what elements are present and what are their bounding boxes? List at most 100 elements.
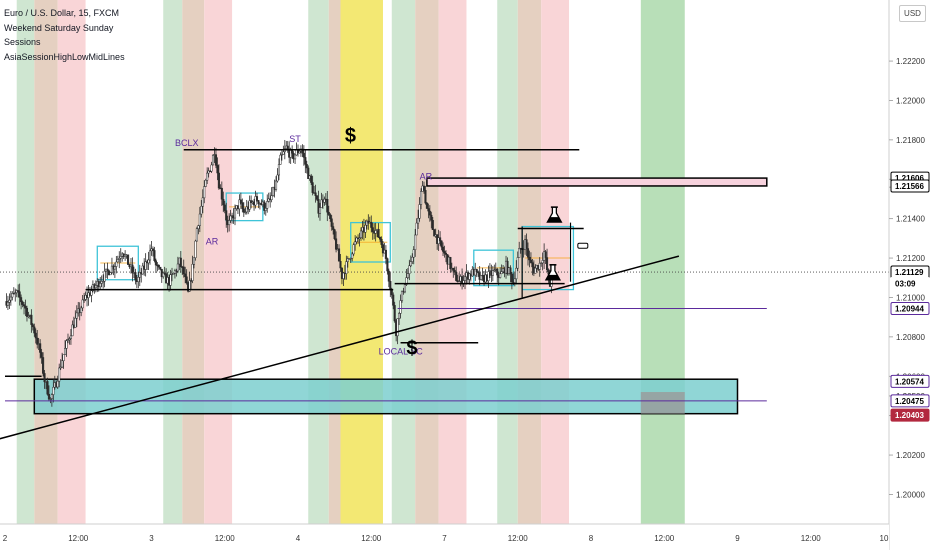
time-axis-label: 12:00 bbox=[215, 534, 236, 543]
candle-body bbox=[229, 215, 232, 221]
candle-body bbox=[74, 318, 77, 328]
candle-body bbox=[103, 270, 106, 282]
candle-body bbox=[509, 267, 512, 275]
candle-body bbox=[138, 272, 141, 278]
candle-body bbox=[526, 248, 530, 258]
candle-body bbox=[21, 301, 24, 305]
candle-body bbox=[444, 252, 448, 255]
time-axis-label: 12:00 bbox=[508, 534, 529, 543]
candle-body bbox=[333, 229, 336, 239]
candle-body bbox=[14, 292, 17, 294]
candle-body bbox=[52, 386, 55, 395]
candle-body bbox=[276, 174, 279, 182]
candle-body bbox=[31, 324, 34, 328]
candle-body bbox=[408, 265, 411, 274]
candle-body bbox=[342, 272, 345, 279]
candle-body bbox=[20, 297, 23, 303]
candle-body bbox=[214, 154, 218, 166]
candle-body bbox=[441, 246, 445, 252]
candle-body bbox=[409, 261, 412, 267]
currency-button[interactable]: USD bbox=[899, 5, 926, 22]
candle-body bbox=[47, 393, 51, 400]
candle-body bbox=[62, 354, 65, 362]
supply-zone bbox=[426, 177, 768, 187]
indicator-sessions[interactable]: Sessions bbox=[4, 37, 41, 47]
candle-body bbox=[116, 259, 119, 263]
price-axis-badge-label: 1.20403 bbox=[895, 411, 924, 420]
candle-body bbox=[68, 338, 71, 340]
candle-body bbox=[422, 185, 426, 191]
candle-body bbox=[151, 248, 155, 251]
candle-body bbox=[159, 266, 162, 270]
candle-body bbox=[12, 293, 15, 295]
candle-body bbox=[222, 198, 225, 206]
price-axis-badge-label: 1.21566 bbox=[895, 182, 924, 191]
weekend-band bbox=[640, 0, 685, 524]
candle-body bbox=[493, 269, 496, 271]
candle-body bbox=[90, 290, 93, 296]
tool-marker-icon bbox=[577, 242, 589, 249]
candle-body bbox=[127, 254, 130, 265]
candle-body bbox=[337, 248, 341, 262]
candle-body bbox=[453, 270, 456, 273]
candle-body bbox=[463, 276, 467, 281]
candle-body bbox=[242, 208, 245, 213]
indicator-weekend[interactable]: Weekend Saturday Sunday bbox=[4, 22, 114, 33]
candle-body bbox=[43, 373, 46, 383]
session-band bbox=[204, 0, 233, 524]
candle-body bbox=[400, 290, 404, 301]
price-axis-label: 1.20800 bbox=[896, 333, 925, 342]
candle-body bbox=[544, 251, 547, 258]
candle-body bbox=[46, 381, 49, 395]
time-axis-label: 12:00 bbox=[361, 534, 382, 543]
candle-body bbox=[170, 273, 174, 276]
candle-body bbox=[59, 366, 62, 369]
candle-body bbox=[100, 281, 103, 284]
symbol-title[interactable]: Euro / U.S. Dollar, 15, FXCM bbox=[4, 8, 120, 18]
candle-body bbox=[225, 210, 228, 221]
candle-body bbox=[264, 208, 267, 211]
candle-body bbox=[113, 266, 116, 270]
candle-body bbox=[279, 154, 282, 165]
candle-body bbox=[374, 230, 377, 234]
candle-body bbox=[277, 164, 281, 176]
indicator-asia-session[interactable]: AsiaSessionHighLowMidLines bbox=[4, 51, 125, 62]
candle-body bbox=[380, 238, 383, 245]
candle-body bbox=[144, 261, 147, 270]
candle-body bbox=[206, 172, 209, 181]
candle-body bbox=[282, 151, 285, 155]
candle-body bbox=[50, 394, 53, 399]
candle-body bbox=[516, 257, 519, 269]
candle-body bbox=[197, 225, 200, 229]
chart-annotation: BCLX bbox=[175, 138, 199, 148]
candle-body bbox=[71, 324, 74, 337]
candle-body bbox=[346, 258, 349, 262]
candle-body bbox=[58, 367, 61, 382]
candle-body bbox=[370, 221, 373, 228]
candle-body bbox=[298, 150, 301, 154]
candle-body bbox=[248, 200, 251, 210]
candle-body bbox=[204, 179, 207, 187]
candle-body bbox=[56, 380, 59, 388]
time-axis-label: 12:00 bbox=[801, 534, 822, 543]
candle-body bbox=[8, 299, 11, 303]
candle-body bbox=[6, 302, 9, 306]
candle-body bbox=[406, 273, 409, 278]
chart-annotation: LOCAL SC bbox=[379, 347, 424, 357]
candle-body bbox=[431, 220, 434, 231]
candle-body bbox=[195, 228, 198, 242]
candle-body bbox=[480, 275, 483, 280]
candle-body bbox=[162, 272, 165, 278]
candle-body bbox=[392, 294, 395, 306]
candle-body bbox=[280, 154, 283, 156]
candle-body bbox=[40, 352, 43, 358]
time-axis-label: 3 bbox=[149, 534, 154, 543]
candle-body bbox=[425, 202, 428, 209]
candle-body bbox=[430, 214, 433, 221]
candle-body bbox=[270, 195, 273, 200]
price-axis-badge bbox=[890, 408, 930, 422]
candle-body bbox=[172, 273, 175, 275]
candle-body bbox=[34, 332, 37, 339]
